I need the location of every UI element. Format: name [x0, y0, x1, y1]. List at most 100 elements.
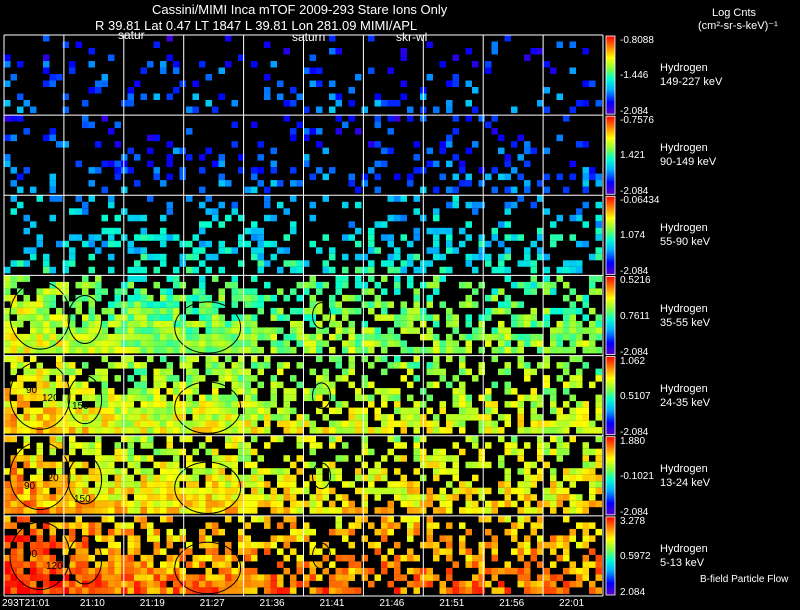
pixel-cell [537, 281, 544, 289]
pixel-cell [95, 448, 102, 456]
pixel-cell [355, 414, 362, 421]
pixel-cell [231, 121, 238, 129]
pixel-cell [218, 494, 225, 501]
pixel-cell [374, 141, 381, 148]
pixel-cell [160, 214, 167, 222]
pixel-cell [569, 266, 576, 274]
pixel-cell [387, 414, 394, 421]
pixel-cell [517, 407, 524, 415]
pixel-cell [140, 507, 147, 514]
pixel-cell [355, 253, 362, 261]
pixel-cell [238, 375, 245, 382]
pixel-cell [478, 461, 485, 469]
species-label: Hydrogen [660, 462, 708, 475]
pixel-cell [290, 522, 297, 529]
pixel-cell [101, 567, 108, 575]
pixel-cell [108, 528, 115, 536]
pixel-cell [101, 381, 108, 389]
pixel-cell [134, 307, 141, 315]
pixel-cell [153, 333, 160, 341]
pixel-cell [569, 468, 576, 475]
pixel-cell [595, 435, 602, 443]
pixel-cell [329, 35, 336, 42]
pixel-cell [251, 515, 258, 523]
pixel-cell [192, 468, 199, 475]
pixel-cell [530, 407, 537, 415]
pixel-cell [134, 314, 141, 321]
pixel-cell [114, 394, 121, 402]
pixel-cell [517, 394, 524, 402]
pixel-cell [582, 48, 589, 55]
pixel-cell [147, 420, 154, 428]
pixel-cell [218, 554, 225, 562]
pixel-cell [491, 587, 498, 594]
pixel-cell [62, 414, 69, 421]
pixel-cell [589, 320, 596, 328]
pixel-cell [218, 528, 225, 536]
pixel-cell [23, 128, 30, 135]
pixel-cell [205, 340, 212, 347]
pixel-cell [173, 307, 180, 315]
pixel-cell [563, 548, 570, 555]
pixel-cell [127, 167, 134, 174]
pixel-cell [504, 340, 511, 347]
pixel-cell [589, 253, 596, 261]
pixel-cell [498, 481, 505, 488]
pixel-cell [407, 368, 414, 376]
pixel-cell [36, 307, 43, 315]
pixel-cell [569, 435, 576, 443]
pixel-cell [56, 381, 63, 389]
pixel-cell [387, 548, 394, 555]
pixel-cell [459, 281, 466, 289]
pixel-cell [36, 388, 43, 395]
pixel-cell [556, 554, 563, 562]
pixel-cell [524, 394, 531, 402]
pixel-cell [127, 487, 134, 495]
pixel-cell [153, 507, 160, 514]
pixel-cell [446, 500, 453, 508]
pixel-cell [530, 368, 537, 376]
pixel-cell [459, 388, 466, 395]
pixel-cell [218, 346, 225, 354]
pixel-cell [368, 288, 375, 295]
pixel-cell [160, 227, 167, 235]
pixel-cell [36, 548, 43, 555]
pixel-cell [439, 173, 446, 181]
pixel-cell [205, 435, 212, 443]
pixel-cell [147, 340, 154, 347]
pixel-cell [264, 362, 271, 369]
pixel-cell [433, 288, 440, 295]
pixel-cell [62, 587, 69, 594]
pixel-cell [472, 587, 479, 594]
pixel-cell [108, 362, 115, 369]
pixel-cell [192, 93, 199, 100]
pixel-cell [82, 346, 89, 354]
pixel-cell [504, 500, 511, 508]
pixel-cell [563, 346, 570, 354]
pixel-cell [368, 307, 375, 315]
pixel-cell [212, 275, 219, 282]
pixel-cell [270, 435, 277, 443]
pixel-cell [368, 487, 375, 495]
pixel-cell [17, 394, 24, 402]
pixel-cell [381, 388, 388, 395]
pixel-cell [374, 388, 381, 395]
pixel-cell [166, 93, 173, 100]
pixel-cell [225, 368, 232, 376]
pixel-cell [478, 554, 485, 562]
pixel-cell [543, 420, 550, 428]
pixel-cell [342, 327, 349, 334]
pixel-cell [186, 346, 193, 354]
pixel-cell [108, 407, 115, 415]
pixel-cell [257, 301, 264, 308]
pixel-cell [17, 468, 24, 475]
pixel-cell [368, 260, 375, 267]
pixel-cell [569, 580, 576, 588]
pixel-cell [153, 253, 160, 261]
pixel-cell [153, 167, 160, 174]
pixel-cell [576, 420, 583, 428]
pixel-cell [491, 355, 498, 363]
pixel-cell [387, 487, 394, 495]
pixel-cell [433, 368, 440, 376]
pixel-cell [387, 528, 394, 536]
